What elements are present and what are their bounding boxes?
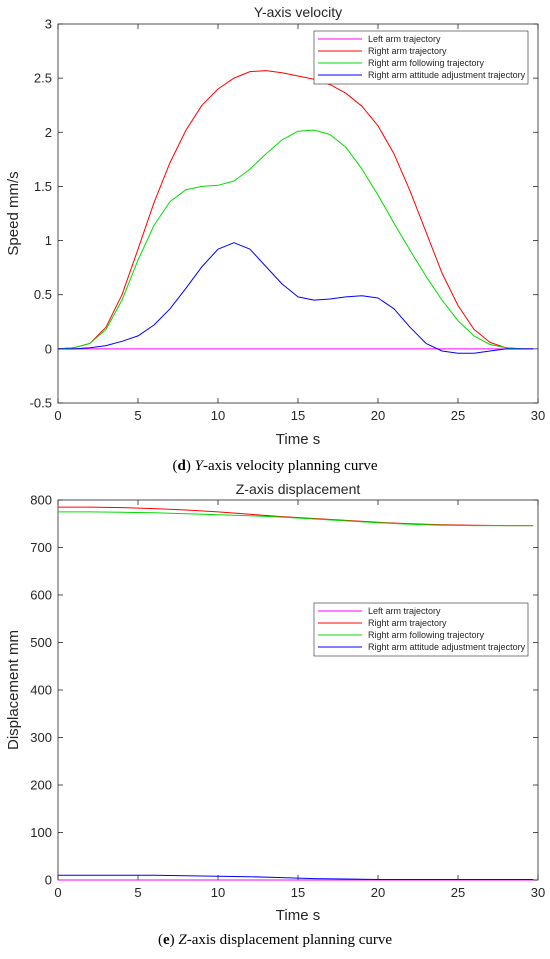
legend: Left arm trajectory Right arm trajectory R… [313,602,529,657]
figure-caption: (d) Y-axis velocity planning curve [173,458,378,474]
legend-entry: Right arm trajectory [368,618,447,628]
y-tick-label: 600 [30,588,52,603]
legend-entry: Right arm following trajectory [368,58,485,68]
caption-text: -axis displacement planning curve [187,932,393,948]
axis-ticks: 0 5 10 15 20 25 30-0.500.511.522.53 [30,17,546,424]
y-axis-label: Speed mm/s [5,171,22,255]
x-tick-label: 25 [451,885,465,900]
x-axis-label: Time s [276,907,320,924]
series-line [57,70,534,350]
series-line [58,874,534,880]
series-lines [58,506,534,881]
series-lines [57,70,534,354]
y-tick-label: 2 [45,125,52,140]
y-tick-label: 100 [30,825,52,840]
x-tick-label: 30 [531,408,545,423]
y-tick-label: 3 [45,17,52,32]
chart-y-velocity: Y-axis velocity 0 5 10 15 20 25 30-0.500.511.5… [5,4,545,474]
caption-letter: d [178,458,187,474]
x-tick-label: 10 [211,885,225,900]
legend-entry: Right arm trajectory [368,46,447,56]
x-tick-label: 10 [211,408,225,423]
x-tick-label: 20 [371,885,385,900]
y-tick-label: 0 [45,341,52,356]
y-tick-label: 0.5 [34,287,52,302]
y-tick-label: -0.5 [30,396,52,411]
y-axis-label: Displacement mm [5,630,22,750]
caption-axis: Z [178,932,187,948]
plot-area [57,23,539,404]
chart-title: Y-axis velocity [254,4,342,20]
legend: Left arm trajectory Right arm trajectory R… [313,30,529,85]
x-tick-label: 0 [54,885,61,900]
y-tick-label: 1 [45,233,52,248]
x-tick-label: 15 [291,885,305,900]
y-tick-label: 2.5 [34,71,52,86]
legend-entry: Left arm trajectory [368,34,441,44]
x-tick-label: 5 [134,885,141,900]
y-tick-label: 800 [30,493,52,508]
x-tick-label: 0 [54,408,61,423]
caption-axis: Y [195,458,205,474]
figure-caption: (e) Z-axis displacement planning curve [158,932,392,948]
y-tick-label: 1.5 [34,179,52,194]
series-line [58,511,534,527]
y-tick-label: 400 [30,683,52,698]
legend-entry: Right arm attitude adjustment trajectory [368,70,526,80]
x-axis-label: Time s [276,431,320,448]
legend-entry: Left arm trajectory [368,606,441,616]
y-tick-label: 200 [30,778,52,793]
y-tick-label: 700 [30,540,52,555]
chart-z-displacement: Z-axis displacement 0 5 10 15 20 25 3001002003… [5,481,545,948]
y-tick-label: 0 [45,873,52,888]
y-tick-label: 300 [30,730,52,745]
plot-area [57,499,539,881]
x-tick-label: 5 [134,408,141,423]
legend-entry: Right arm attitude adjustment trajectory [368,642,526,652]
series-line [57,129,534,350]
legend-entry: Right arm following trajectory [368,630,485,640]
series-line [58,242,534,354]
x-tick-label: 15 [291,408,305,423]
y-tick-label: 500 [30,635,52,650]
chart-title: Z-axis displacement [236,481,361,497]
x-tick-label: 20 [371,408,385,423]
x-tick-label: 25 [451,408,465,423]
caption-text: -axis velocity planning curve [203,458,378,474]
caption-letter: e [163,932,170,948]
x-tick-label: 30 [531,885,545,900]
